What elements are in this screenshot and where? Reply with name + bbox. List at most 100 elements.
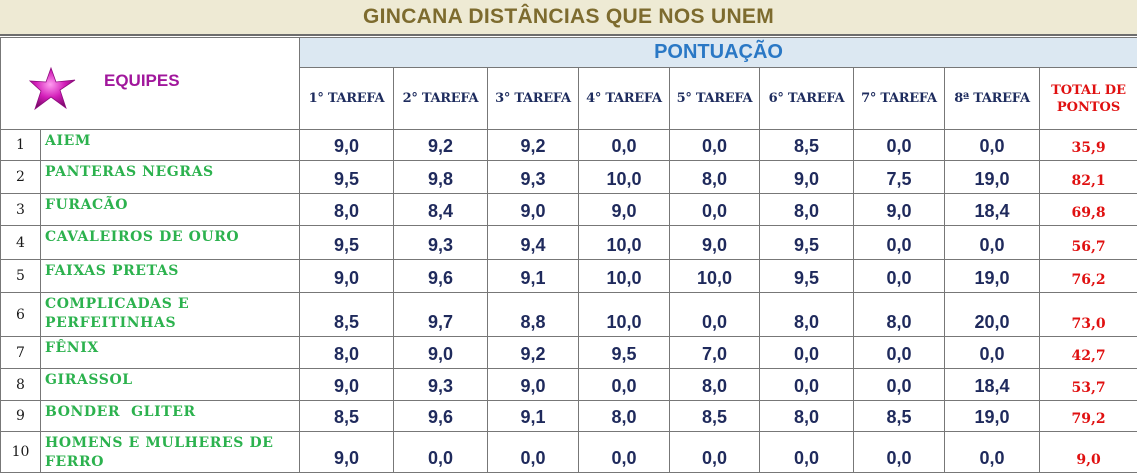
score-task-2: 9,0 bbox=[394, 337, 488, 369]
team-name: PANTERAS NEGRAS bbox=[41, 161, 300, 194]
score-task-8: 20,0 bbox=[945, 293, 1040, 337]
team-name: HOMENS E MULHERES DE FERRO bbox=[41, 432, 300, 473]
score-task-1: 8,0 bbox=[300, 337, 394, 369]
total-points: 35,9 bbox=[1040, 130, 1137, 161]
total-points: 9,0 bbox=[1040, 432, 1137, 473]
score-task-1: 9,0 bbox=[300, 130, 394, 161]
score-task-5: 8,5 bbox=[670, 401, 760, 432]
score-task-5: 0,0 bbox=[670, 194, 760, 226]
team-name: GIRASSOL bbox=[41, 369, 300, 401]
score-task-6: 8,5 bbox=[760, 130, 854, 161]
row-number: 5 bbox=[1, 260, 41, 293]
score-task-1: 8,5 bbox=[300, 293, 394, 337]
score-task-4: 10,0 bbox=[579, 226, 670, 260]
task-header-3: 3° TAREFA bbox=[488, 68, 579, 130]
score-task-1: 9,0 bbox=[300, 260, 394, 293]
score-task-5: 0,0 bbox=[670, 293, 760, 337]
score-task-5: 0,0 bbox=[670, 432, 760, 473]
score-task-4: 8,0 bbox=[579, 401, 670, 432]
score-task-4: 10,0 bbox=[579, 293, 670, 337]
score-task-8: 19,0 bbox=[945, 401, 1040, 432]
score-task-6: 9,5 bbox=[760, 226, 854, 260]
row-number: 3 bbox=[1, 194, 41, 226]
row-number: 6 bbox=[1, 293, 41, 337]
team-name: FÊNIX bbox=[41, 337, 300, 369]
score-task-8: 0,0 bbox=[945, 337, 1040, 369]
score-task-1: 9,0 bbox=[300, 432, 394, 473]
score-task-4: 0,0 bbox=[579, 369, 670, 401]
total-header: TOTAL DE PONTOS bbox=[1040, 68, 1137, 130]
row-number: 2 bbox=[1, 161, 41, 194]
score-task-2: 9,3 bbox=[394, 369, 488, 401]
score-task-4: 10,0 bbox=[579, 161, 670, 194]
row-number: 10 bbox=[1, 432, 41, 473]
score-task-1: 8,0 bbox=[300, 194, 394, 226]
team-name: BONDER GLITER bbox=[41, 401, 300, 432]
total-header-line1: TOTAL DE bbox=[1051, 83, 1126, 98]
row-number: 8 bbox=[1, 369, 41, 401]
total-points: 42,7 bbox=[1040, 337, 1137, 369]
task-header-5: 5° TAREFA bbox=[670, 68, 760, 130]
score-task-3: 9,2 bbox=[488, 130, 579, 161]
score-task-6: 9,0 bbox=[760, 161, 854, 194]
score-task-3: 9,2 bbox=[488, 337, 579, 369]
score-task-5: 0,0 bbox=[670, 130, 760, 161]
task-header-2: 2° TAREFA bbox=[394, 68, 488, 130]
score-task-5: 8,0 bbox=[670, 369, 760, 401]
score-task-8: 0,0 bbox=[945, 432, 1040, 473]
score-task-2: 8,4 bbox=[394, 194, 488, 226]
total-points: 56,7 bbox=[1040, 226, 1137, 260]
score-task-7: 0,0 bbox=[854, 369, 945, 401]
row-number: 7 bbox=[1, 337, 41, 369]
equipes-label: EQUIPES bbox=[104, 71, 180, 91]
score-task-6: 0,0 bbox=[760, 432, 854, 473]
score-task-2: 9,8 bbox=[394, 161, 488, 194]
score-task-2: 9,7 bbox=[394, 293, 488, 337]
score-task-7: 8,5 bbox=[854, 401, 945, 432]
score-task-3: 9,0 bbox=[488, 194, 579, 226]
score-task-1: 8,5 bbox=[300, 401, 394, 432]
score-task-6: 0,0 bbox=[760, 337, 854, 369]
score-task-4: 9,0 bbox=[579, 194, 670, 226]
total-points: 69,8 bbox=[1040, 194, 1137, 226]
row-number: 4 bbox=[1, 226, 41, 260]
score-task-1: 9,5 bbox=[300, 226, 394, 260]
score-task-3: 9,0 bbox=[488, 369, 579, 401]
score-task-2: 0,0 bbox=[394, 432, 488, 473]
score-task-4: 10,0 bbox=[579, 260, 670, 293]
score-task-7: 8,0 bbox=[854, 293, 945, 337]
team-name: FURACÃO bbox=[41, 194, 300, 226]
team-name: FAIXAS PRETAS bbox=[41, 260, 300, 293]
total-points: 53,7 bbox=[1040, 369, 1137, 401]
score-task-8: 19,0 bbox=[945, 161, 1040, 194]
score-task-6: 9,5 bbox=[760, 260, 854, 293]
score-task-3: 0,0 bbox=[488, 432, 579, 473]
score-task-4: 0,0 bbox=[579, 130, 670, 161]
score-task-1: 9,0 bbox=[300, 369, 394, 401]
team-name: AIEM bbox=[41, 130, 300, 161]
score-task-3: 8,8 bbox=[488, 293, 579, 337]
score-task-6: 8,0 bbox=[760, 293, 854, 337]
pontuacao-header: PONTUAÇÃO bbox=[300, 38, 1137, 68]
row-number: 1 bbox=[1, 130, 41, 161]
score-task-5: 8,0 bbox=[670, 161, 760, 194]
score-task-8: 18,4 bbox=[945, 369, 1040, 401]
team-name: CAVALEIROS DE OURO bbox=[41, 226, 300, 260]
score-task-5: 10,0 bbox=[670, 260, 760, 293]
magenta-star-icon bbox=[29, 66, 77, 112]
score-task-4: 9,5 bbox=[579, 337, 670, 369]
score-task-8: 0,0 bbox=[945, 226, 1040, 260]
task-header-1: 1° TAREFA bbox=[300, 68, 394, 130]
score-task-7: 0,0 bbox=[854, 260, 945, 293]
score-task-7: 0,0 bbox=[854, 337, 945, 369]
